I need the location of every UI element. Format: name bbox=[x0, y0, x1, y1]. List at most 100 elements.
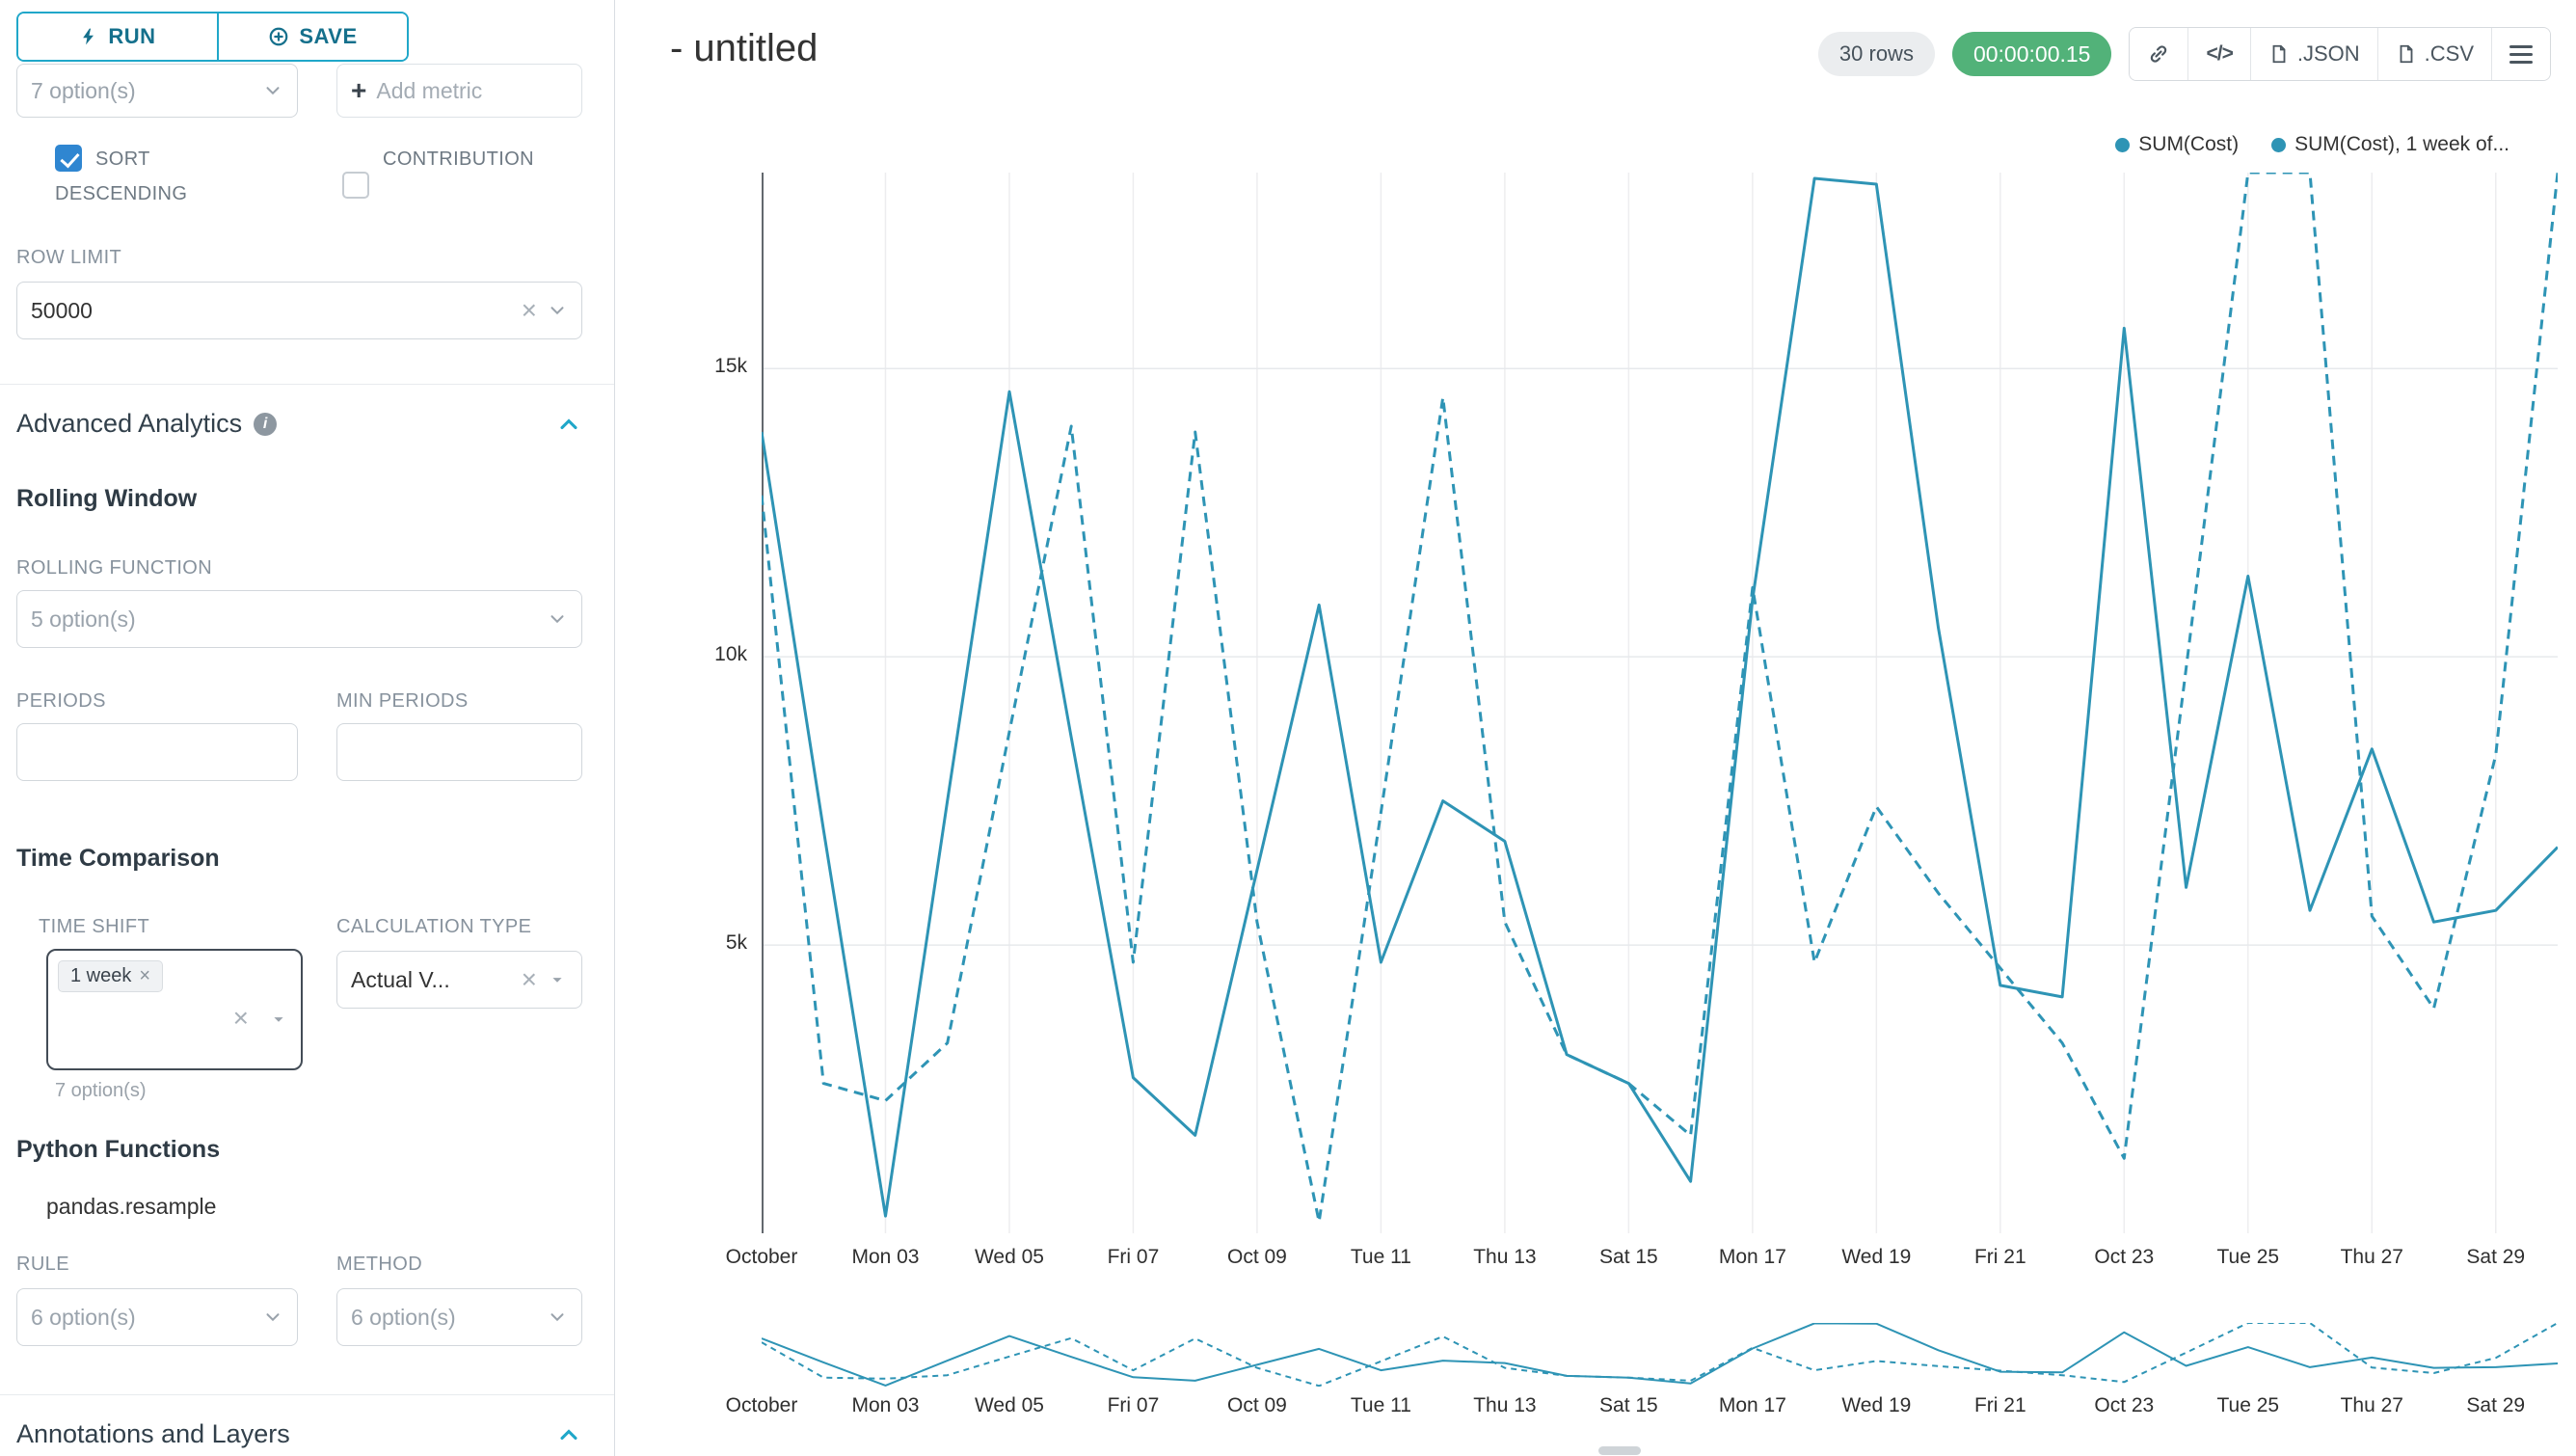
sort-descending-checkbox[interactable] bbox=[55, 145, 82, 172]
export-json-label: .JSON bbox=[2296, 41, 2360, 66]
x-axis-label: Thu 27 bbox=[2340, 1246, 2403, 1268]
x-axis-label: Tue 25 bbox=[2216, 1394, 2280, 1416]
copy-link-button[interactable] bbox=[2130, 28, 2189, 80]
run-button-label: RUN bbox=[108, 24, 156, 48]
legend-item[interactable]: SUM(Cost), 1 week of... bbox=[2271, 133, 2509, 156]
x-axis-label: October bbox=[725, 1394, 798, 1416]
x-axis-label: Sat 15 bbox=[1599, 1246, 1658, 1268]
periods-input[interactable] bbox=[16, 723, 298, 781]
query-timer-badge: 00:00:00.15 bbox=[1951, 32, 2112, 76]
x-axis-label: Sat 29 bbox=[2466, 1394, 2526, 1416]
chevron-up-icon[interactable] bbox=[555, 1421, 582, 1448]
sort-descending-label-2: DESCENDING bbox=[55, 183, 188, 204]
control-panel-sidebar: RUN SAVE 7 option(s) + Add metric SORT D… bbox=[0, 0, 615, 1456]
chevron-down-icon bbox=[266, 1313, 280, 1322]
time-comparison-title: Time Comparison bbox=[16, 845, 220, 872]
x-axis-label: Oct 09 bbox=[1226, 1394, 1287, 1416]
tag-remove-icon[interactable]: × bbox=[139, 965, 151, 986]
clear-icon[interactable]: × bbox=[521, 964, 537, 994]
series-line-dashed bbox=[762, 173, 2558, 1224]
plus-circle-icon bbox=[270, 27, 288, 46]
export-csv-button[interactable]: .CSV bbox=[2377, 28, 2492, 80]
metrics-select[interactable]: 7 option(s) bbox=[16, 64, 298, 118]
mini-preview-chart bbox=[762, 1323, 2558, 1387]
clear-icon[interactable]: × bbox=[521, 295, 537, 325]
x-axis-label: Mon 03 bbox=[851, 1394, 920, 1416]
section-divider bbox=[0, 1394, 614, 1395]
rolling-function-label: ROLLING FUNCTION bbox=[16, 557, 213, 579]
calculation-type-label: CALCULATION TYPE bbox=[336, 916, 532, 937]
x-axis-label: Oct 09 bbox=[1226, 1246, 1287, 1268]
contribution-checkbox[interactable] bbox=[342, 172, 369, 199]
rolling-function-select[interactable]: 5 option(s) bbox=[16, 590, 582, 648]
x-axis-label: Thu 13 bbox=[1473, 1246, 1537, 1268]
rolling-window-title: Rolling Window bbox=[16, 485, 198, 512]
x-axis-label: Fri 07 bbox=[1107, 1246, 1160, 1268]
series-line-dashed bbox=[762, 1323, 2558, 1387]
time-shift-tag[interactable]: 1 week × bbox=[58, 960, 164, 992]
plus-icon: + bbox=[351, 75, 367, 105]
export-json-button[interactable]: .JSON bbox=[2250, 28, 2378, 80]
file-icon bbox=[2400, 44, 2413, 64]
sort-descending-label: SORT bbox=[95, 148, 150, 170]
scrollbar-thumb[interactable] bbox=[1598, 1446, 1641, 1455]
time-shift-multiselect[interactable]: 1 week × × bbox=[46, 949, 303, 1070]
main-line-chart bbox=[762, 173, 2558, 1233]
view-query-button[interactable]: </> bbox=[2188, 28, 2251, 80]
x-axis-label: Sat 15 bbox=[1599, 1394, 1658, 1416]
min-periods-input[interactable] bbox=[336, 723, 582, 781]
series-line-solid bbox=[762, 1323, 2558, 1387]
rule-select[interactable]: 6 option(s) bbox=[16, 1288, 298, 1346]
x-axis-label: Tue 11 bbox=[1350, 1246, 1411, 1268]
python-function-name: pandas.resample bbox=[46, 1194, 217, 1219]
chevron-down-icon bbox=[274, 1017, 283, 1022]
x-axis-label: Mon 17 bbox=[1718, 1394, 1786, 1416]
legend-dot-icon bbox=[2271, 137, 2287, 152]
chevron-down-icon bbox=[552, 978, 562, 983]
row-limit-select[interactable]: 50000 × bbox=[16, 282, 582, 339]
export-button-group: </> .JSON .CSV bbox=[2129, 27, 2551, 81]
advanced-analytics-title: Advanced Analytics bbox=[16, 409, 243, 438]
more-options-button[interactable] bbox=[2492, 28, 2550, 80]
link-icon bbox=[2151, 45, 2167, 63]
advanced-analytics-header[interactable]: Advanced Analytics i bbox=[16, 409, 582, 439]
add-metric-button[interactable]: + Add metric bbox=[336, 64, 582, 118]
legend-dot-icon bbox=[2115, 137, 2131, 152]
section-divider bbox=[0, 384, 614, 385]
chevron-down-icon bbox=[550, 307, 564, 315]
chevron-down-icon bbox=[266, 87, 280, 95]
method-select[interactable]: 6 option(s) bbox=[336, 1288, 582, 1346]
row-count-badge: 30 rows bbox=[1817, 32, 1935, 76]
chevron-up-icon[interactable] bbox=[555, 411, 582, 438]
x-axis-label: Tue 11 bbox=[1350, 1394, 1411, 1416]
x-axis-label: Thu 27 bbox=[2340, 1394, 2403, 1416]
method-value: 6 option(s) bbox=[351, 1304, 456, 1330]
legend-item[interactable]: SUM(Cost) bbox=[2115, 133, 2239, 156]
run-button[interactable]: RUN bbox=[18, 13, 219, 60]
row-limit-value: 50000 bbox=[31, 297, 93, 323]
chart-title: - untitled bbox=[670, 27, 818, 69]
save-button[interactable]: SAVE bbox=[219, 13, 407, 60]
x-axis-label: Oct 23 bbox=[2094, 1246, 2155, 1268]
add-metric-label: Add metric bbox=[376, 77, 483, 103]
lightning-bolt-icon bbox=[83, 28, 94, 45]
save-button-label: SAVE bbox=[299, 24, 358, 48]
y-axis-label: 15k bbox=[714, 355, 747, 378]
x-axis-label: Wed 19 bbox=[1841, 1246, 1912, 1268]
annotations-header[interactable]: Annotations and Layers bbox=[16, 1419, 582, 1449]
chart-header-actions: 30 rows 00:00:00.15 </> .JSON .CSV bbox=[1817, 27, 2551, 81]
rule-label: RULE bbox=[16, 1254, 69, 1275]
python-functions-title: Python Functions bbox=[16, 1136, 221, 1163]
code-icon: </> bbox=[2206, 42, 2233, 65]
time-shift-helper: 7 option(s) bbox=[55, 1080, 147, 1101]
x-axis-label: Sat 29 bbox=[2466, 1246, 2526, 1268]
y-axis-label: 5k bbox=[725, 931, 747, 955]
calculation-type-select[interactable]: Actual V... × bbox=[336, 951, 582, 1009]
clear-icon[interactable]: × bbox=[232, 1003, 249, 1033]
mini-x-axis: October Mon 03 Wed 05 Fri 07 Oct 09 Tue 11 Thu… bbox=[726, 1394, 2558, 1423]
run-save-button-group: RUN SAVE bbox=[16, 12, 409, 62]
chart-legend: SUM(Cost) SUM(Cost), 1 week of... bbox=[2115, 133, 2509, 156]
chart-panel: - untitled 30 rows 00:00:00.15 </> .JSON… bbox=[615, 0, 2576, 1456]
x-axis-label: Mon 03 bbox=[851, 1246, 920, 1268]
x-axis-label: Wed 05 bbox=[974, 1394, 1044, 1416]
